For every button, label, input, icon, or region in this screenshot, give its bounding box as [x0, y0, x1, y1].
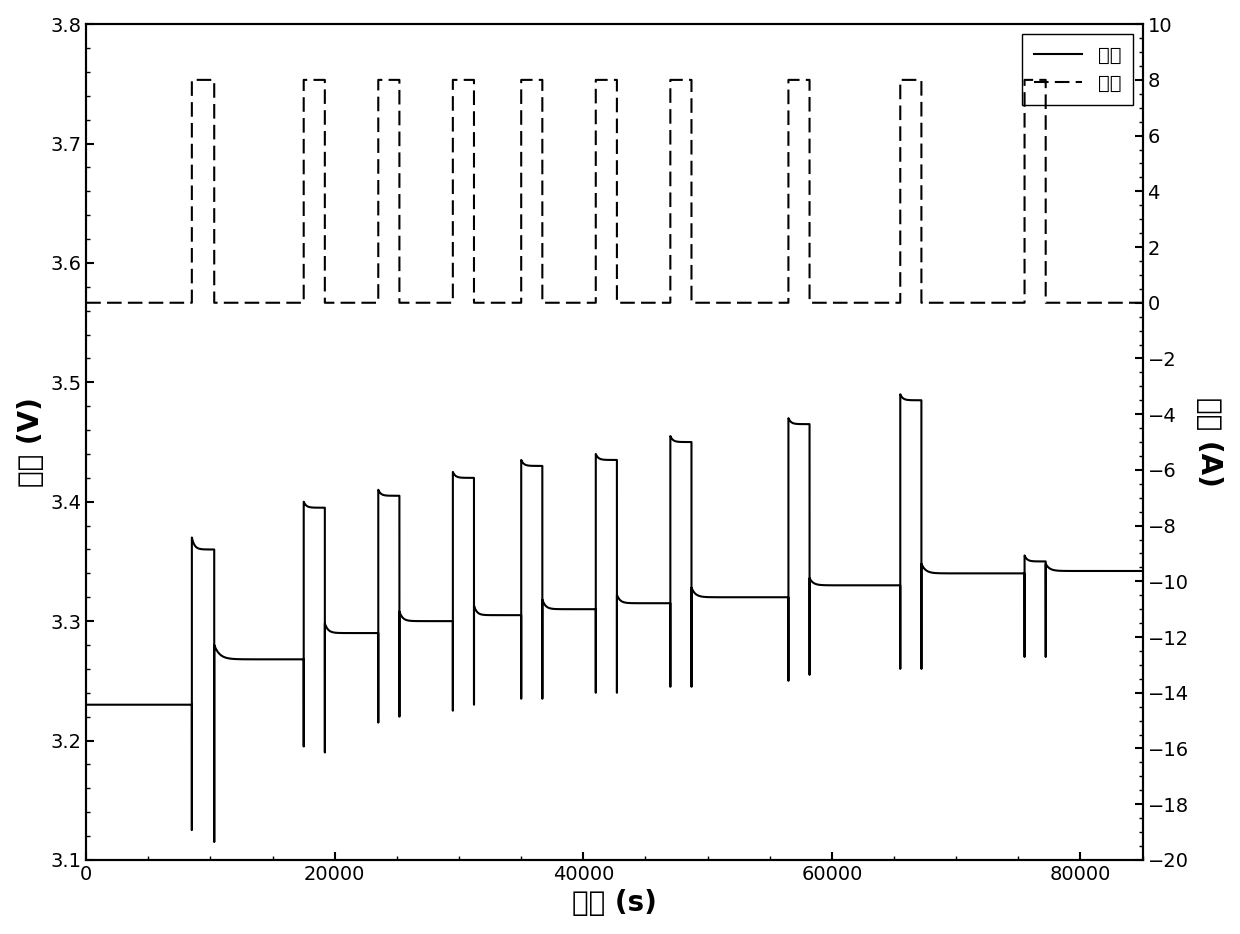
电流	[392, 75, 407, 86]
电流	[1017, 75, 1032, 86]
电流	[513, 75, 528, 86]
电流	[392, 297, 407, 308]
电流	[207, 75, 222, 86]
电压	[207, 837, 222, 848]
电压	[414, 616, 429, 627]
Line: 电压: 电压	[87, 394, 1142, 842]
Y-axis label: 电压 (V): 电压 (V)	[16, 397, 45, 487]
电流	[684, 75, 699, 86]
电流	[296, 297, 311, 308]
电流	[445, 75, 460, 86]
电流	[781, 75, 796, 86]
电流	[893, 297, 908, 308]
电流	[610, 75, 625, 86]
电流	[1017, 297, 1032, 308]
电流	[445, 297, 460, 308]
Legend: 电压, 电流: 电压, 电流	[1022, 34, 1133, 105]
电流	[802, 75, 817, 86]
电流	[588, 297, 603, 308]
电流	[1038, 75, 1053, 86]
电流	[317, 297, 332, 308]
电压	[813, 579, 828, 590]
电流	[534, 297, 549, 308]
电流	[663, 75, 678, 86]
电流	[893, 75, 908, 86]
Y-axis label: 电流 (A): 电流 (A)	[1195, 397, 1224, 487]
电流	[296, 75, 311, 86]
电流	[466, 75, 481, 86]
电流	[588, 75, 603, 86]
电压	[893, 389, 908, 400]
电流	[371, 297, 386, 308]
电流	[781, 297, 796, 308]
电流	[371, 75, 386, 86]
电流	[914, 297, 929, 308]
电流	[185, 297, 200, 308]
电流	[663, 297, 678, 308]
电流	[610, 297, 625, 308]
电流	[79, 297, 94, 308]
电压	[950, 568, 965, 579]
电压	[815, 579, 830, 590]
电压	[79, 700, 94, 711]
电流	[207, 297, 222, 308]
Line: 电流: 电流	[87, 80, 1142, 303]
电流	[802, 297, 817, 308]
电流	[317, 75, 332, 86]
电压	[1135, 565, 1149, 576]
电压	[872, 580, 887, 591]
电流	[1135, 297, 1149, 308]
电流	[466, 297, 481, 308]
电流	[684, 297, 699, 308]
电流	[1038, 297, 1053, 308]
电压	[748, 591, 763, 602]
电流	[513, 297, 528, 308]
电流	[534, 75, 549, 86]
X-axis label: 时间 (s): 时间 (s)	[572, 889, 657, 917]
电流	[185, 75, 200, 86]
电流	[914, 75, 929, 86]
